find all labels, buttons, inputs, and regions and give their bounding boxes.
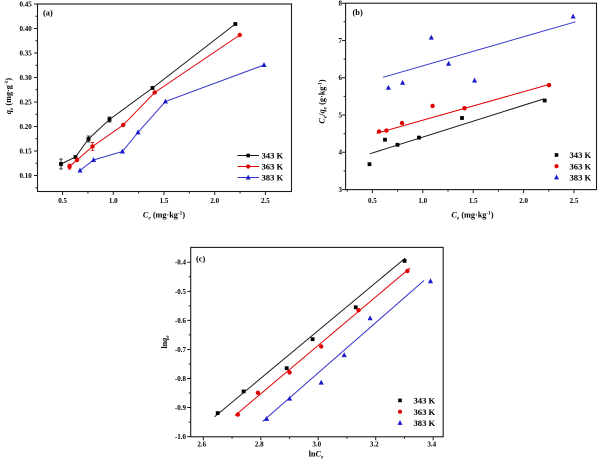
svg-text:-1.0: -1.0 [175,433,187,441]
svg-text:383 K: 383 K [414,418,436,428]
svg-text:1.0: 1.0 [418,197,427,205]
svg-text:2.6: 2.6 [197,441,206,449]
svg-text:Ce (mg·kg-1): Ce (mg·kg-1) [143,211,185,222]
svg-text:3: 3 [339,186,343,194]
svg-text:0.25: 0.25 [20,98,33,106]
svg-text:2.5: 2.5 [570,197,579,205]
svg-text:0.5: 0.5 [368,197,377,205]
svg-text:2.8: 2.8 [255,441,264,449]
svg-text:7: 7 [339,37,343,45]
svg-text:0.45: 0.45 [20,0,33,8]
svg-text:0.10: 0.10 [20,172,33,180]
svg-text:2.0: 2.0 [519,197,528,205]
svg-text:3.2: 3.2 [370,441,379,449]
svg-text:Ce (mg·kg-1): Ce (mg·kg-1) [451,211,493,222]
svg-text:1.0: 1.0 [109,197,118,205]
svg-text:3.0: 3.0 [312,441,321,449]
svg-text:qe (mg·g-1): qe (mg·g-1) [4,78,15,115]
svg-text:2.0: 2.0 [210,197,219,205]
svg-text:363 K: 363 K [570,161,592,171]
svg-text:2.5: 2.5 [261,197,270,205]
svg-text:383 K: 383 K [262,173,284,183]
svg-text:1.5: 1.5 [469,197,478,205]
svg-text:lnCe: lnCe [309,450,324,461]
svg-text:1.5: 1.5 [160,197,169,205]
svg-text:363 K: 363 K [262,162,284,172]
svg-text:4: 4 [339,149,343,157]
svg-text:-0.6: -0.6 [175,317,187,325]
svg-text:343 K: 343 K [414,396,436,406]
svg-text:8: 8 [339,0,343,8]
svg-text:5: 5 [339,111,343,119]
svg-text:363 K: 363 K [414,407,436,417]
svg-text:0.20: 0.20 [20,123,33,131]
svg-text:3.4: 3.4 [427,441,436,449]
svg-text:0.15: 0.15 [20,147,33,155]
svg-text:(a): (a) [43,9,53,18]
svg-text:6: 6 [339,74,343,82]
svg-text:0.35: 0.35 [20,49,33,57]
svg-text:-0.7: -0.7 [175,346,187,354]
svg-text:(c): (c) [196,255,206,264]
svg-text:383 K: 383 K [570,173,592,183]
svg-text:343 K: 343 K [262,151,284,161]
svg-text:0.5: 0.5 [58,197,67,205]
svg-text:0.30: 0.30 [20,74,33,82]
svg-text:0.40: 0.40 [20,25,33,33]
svg-text:-0.8: -0.8 [175,375,187,383]
svg-text:-0.9: -0.9 [175,404,187,412]
svg-text:(b): (b) [353,8,363,17]
svg-text:lnqe: lnqe [160,335,171,349]
svg-text:343 K: 343 K [570,150,592,160]
svg-text:-0.5: -0.5 [175,288,187,296]
svg-text:-0.4: -0.4 [175,259,187,267]
svg-text:Ce/qe (g·kg-1): Ce/qe (g·kg-1) [318,79,329,123]
